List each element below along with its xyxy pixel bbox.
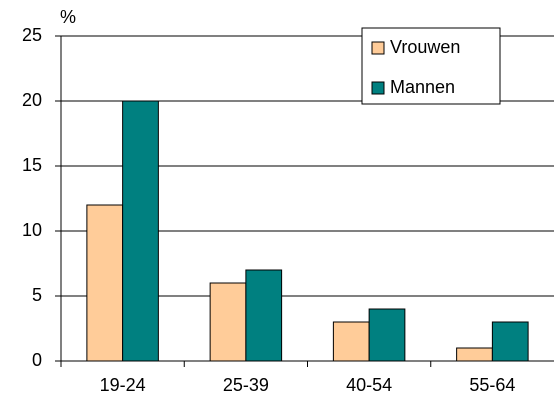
bar	[86, 204, 124, 362]
y-tick-label: 20	[22, 90, 42, 110]
bar	[209, 282, 247, 362]
x-tick-label: 25-39	[223, 375, 269, 395]
bar	[368, 308, 406, 362]
bar	[245, 269, 283, 362]
legend-swatch	[371, 41, 385, 55]
y-tick-label: 5	[32, 285, 42, 305]
bar	[456, 347, 493, 362]
legend-swatch	[371, 81, 385, 95]
legend-box	[361, 27, 501, 105]
bar	[491, 321, 529, 362]
bar	[332, 321, 370, 362]
legend-label: Vrouwen	[390, 37, 460, 57]
x-tick-label: 40-54	[346, 375, 392, 395]
y-axis-label: %	[60, 7, 76, 27]
legend-label: Mannen	[390, 77, 455, 97]
y-tick-label: 0	[32, 350, 42, 370]
x-tick-label: 55-64	[469, 375, 515, 395]
y-tick-label: 15	[22, 155, 42, 175]
bar	[122, 100, 159, 362]
y-tick-label: 10	[22, 220, 42, 240]
y-tick-label: 25	[22, 25, 42, 45]
x-tick-label: 19-24	[100, 375, 146, 395]
